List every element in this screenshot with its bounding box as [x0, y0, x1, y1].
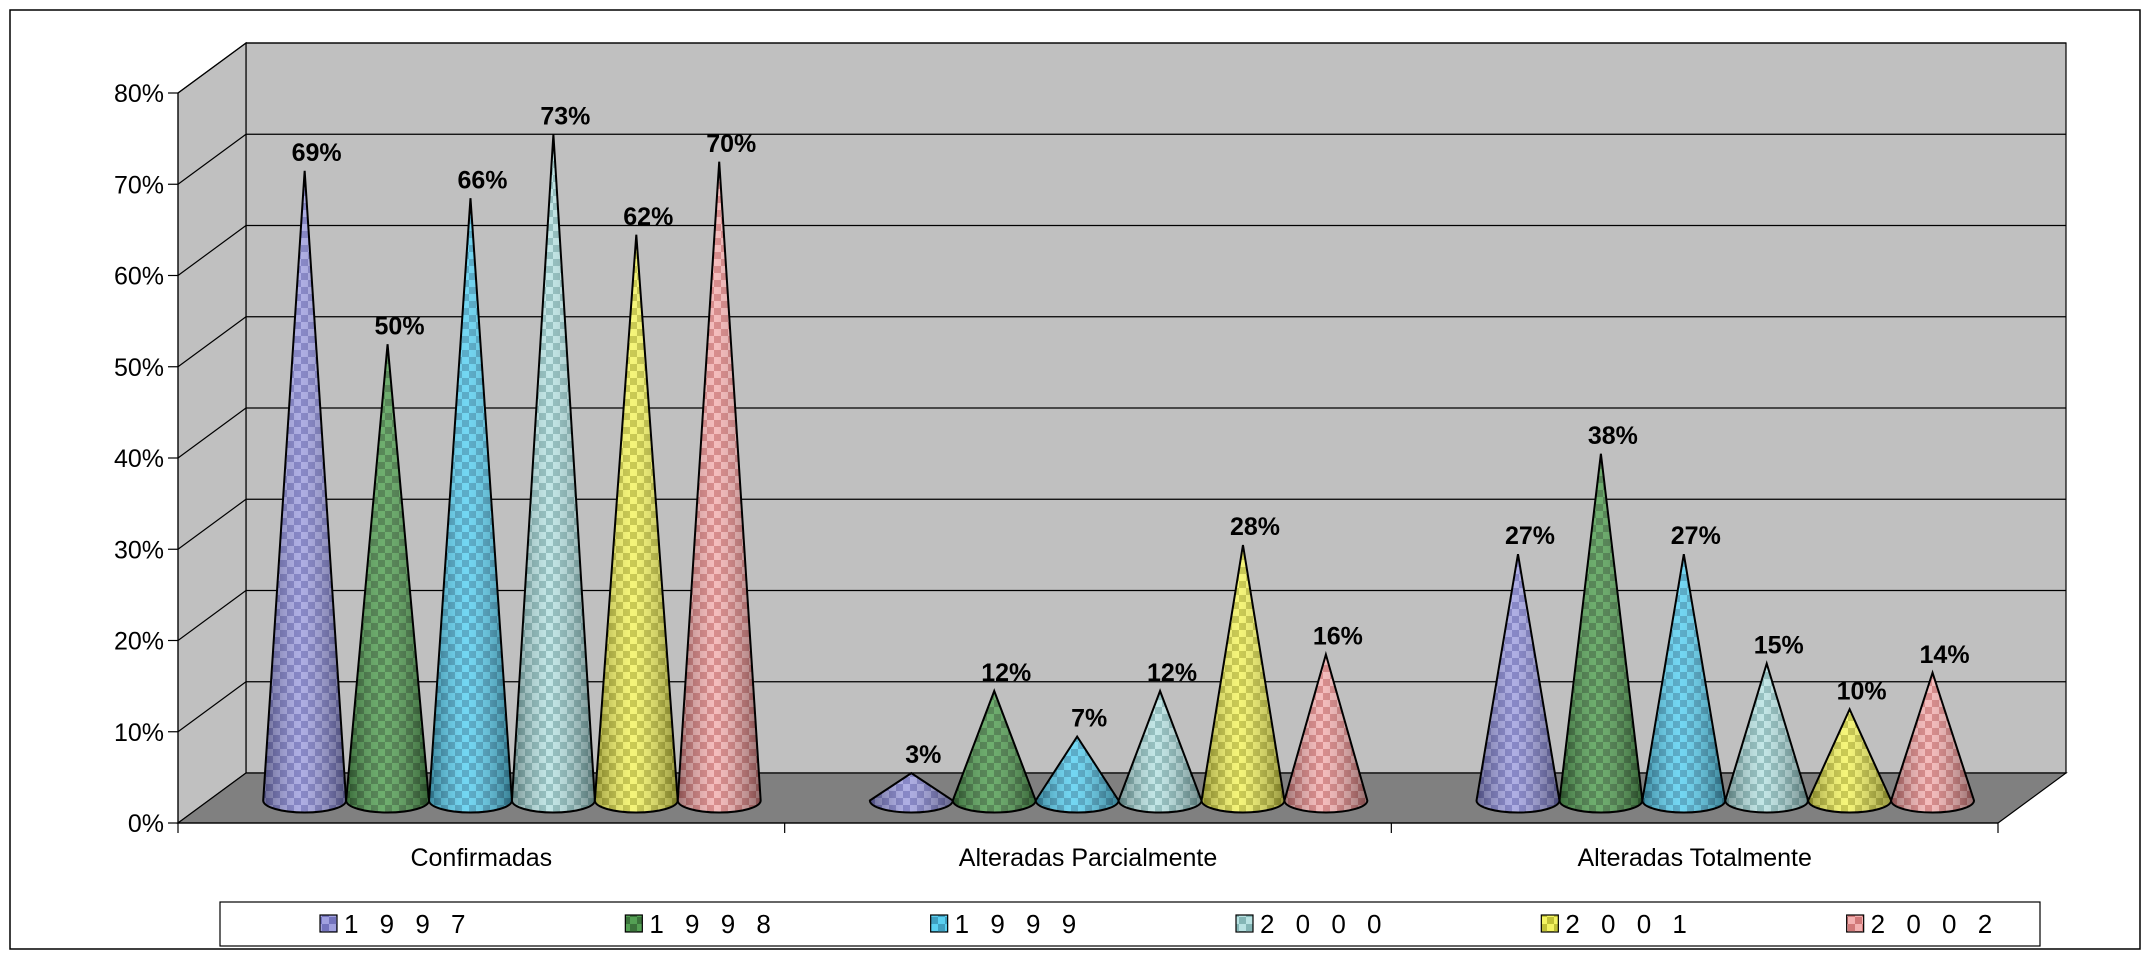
cone-0-2: [1475, 553, 1561, 814]
x-category-label: Alteradas Totalmente: [1577, 844, 1811, 872]
cone-5-0: [676, 161, 762, 814]
y-tick-label: 50%: [114, 354, 164, 382]
legend-box: [219, 901, 2041, 947]
legend-swatch: [1846, 914, 1865, 933]
y-tick-label: 30%: [114, 536, 164, 564]
legend-item: 2 0 0 0: [1235, 909, 1389, 939]
gridline-side: [177, 681, 247, 733]
cone-shade: [951, 688, 1037, 814]
cone-shade: [1641, 553, 1727, 814]
cone-shade: [1117, 688, 1203, 814]
cone-2-0: [428, 198, 513, 814]
data-label: 10%: [1837, 677, 1887, 705]
legend-swatch: [319, 914, 338, 933]
legend-item: 2 0 0 1: [1540, 909, 1694, 939]
y-tick-label: 0%: [128, 810, 164, 838]
legend-item: 1 9 9 7: [319, 909, 473, 939]
y-tick-label: 60%: [114, 263, 164, 291]
cone-shade: [676, 161, 762, 814]
data-label: 66%: [457, 166, 507, 194]
gridline-side: [177, 590, 247, 641]
cone-shade: [1283, 650, 1369, 814]
data-label: 27%: [1671, 522, 1721, 550]
legend-swatch: [1540, 914, 1559, 933]
data-label: 73%: [540, 102, 590, 130]
cone-shade: [868, 771, 954, 814]
gridline-side: [177, 42, 247, 94]
cone-shade: [1475, 553, 1561, 814]
legend-label: 2 0 0 0: [1260, 909, 1389, 939]
gridline-side: [177, 225, 247, 276]
cone-4-2: [1807, 706, 1893, 814]
legend-swatch: [624, 914, 643, 933]
legend: 1 9 9 7 1 9 9 8 1 9 9 9 2 0 0 0 2 0 0 1 2 0 0…: [219, 901, 2041, 947]
gridline-side: [177, 133, 247, 185]
cone-5-2: [1890, 669, 1976, 814]
y-axis: 0% 10% 20% 30% 40% 50% 60% 70% 80%: [114, 80, 179, 838]
data-label: 7%: [1071, 705, 1107, 733]
cone-shade: [510, 134, 596, 814]
cone-shade: [1724, 660, 1810, 814]
legend-swatch: [1235, 914, 1254, 933]
data-label: 70%: [706, 130, 756, 158]
legend-label: 1 9 9 9: [955, 909, 1084, 939]
cone-2-1: [1034, 734, 1120, 814]
legend-label: 1 9 9 7: [344, 909, 473, 939]
legend-item: 1 9 9 8: [624, 909, 778, 939]
x-axis: Confirmadas Alteradas Parcialmente Alterad…: [177, 822, 1999, 872]
gridline-side: [177, 316, 247, 368]
legend-label: 2 0 0 2: [1871, 909, 2000, 939]
cone-1-0: [345, 344, 431, 814]
cone-0-0: [262, 170, 348, 814]
data-label: 14%: [1920, 641, 1970, 669]
data-label: 12%: [981, 659, 1031, 687]
data-label: 27%: [1505, 522, 1555, 550]
legend-item: 1 9 9 9: [930, 909, 1084, 939]
legend-label: 2 0 0 1: [1565, 909, 1694, 939]
cone-3-1: [1117, 688, 1203, 814]
cone-4-0: [593, 234, 679, 814]
data-labels: 69% 50% 66% 73% 62% 70% 3% 12% 7% 12% 28% 16% 27% 38%…: [292, 102, 1970, 769]
cone-4-1: [1200, 544, 1286, 814]
data-label: 16%: [1313, 623, 1363, 651]
data-label: 69%: [292, 139, 342, 167]
cone-5-1: [1283, 650, 1369, 814]
cone-shade: [1558, 453, 1644, 814]
cone-2-2: [1641, 553, 1727, 814]
x-category-label: Alteradas Parcialmente: [959, 844, 1217, 872]
cone-shade: [1200, 544, 1286, 814]
gridline-side: [177, 407, 247, 459]
data-label: 62%: [623, 203, 673, 231]
cone-3-2: [1724, 660, 1810, 814]
legend-swatch: [930, 914, 949, 933]
gridline-side: [177, 498, 247, 550]
cone-shade: [1034, 734, 1120, 814]
legend-item: 2 0 0 2: [1846, 909, 2000, 939]
data-label: 28%: [1230, 513, 1280, 541]
x-category-label: Confirmadas: [410, 844, 552, 872]
y-tick-label: 80%: [114, 80, 164, 108]
cone-series: [262, 134, 1976, 814]
cone-shade: [345, 344, 431, 814]
cone-shade: [428, 198, 513, 814]
y-tick-label: 20%: [114, 628, 164, 656]
cone-0-1: [868, 771, 954, 814]
cone-shade: [1890, 669, 1976, 814]
data-label: 50%: [375, 312, 425, 340]
data-label: 38%: [1588, 422, 1638, 450]
data-label: 3%: [905, 741, 941, 769]
cone-shade: [1807, 706, 1893, 814]
cone-1-1: [951, 688, 1037, 814]
cone-3-0: [510, 134, 596, 814]
cone-shade: [262, 170, 348, 814]
data-label: 12%: [1147, 659, 1197, 687]
cone-shade: [593, 234, 679, 814]
y-tick-label: 70%: [114, 171, 164, 199]
data-label: 15%: [1754, 632, 1804, 660]
legend-label: 1 9 9 8: [649, 909, 778, 939]
cone-1-2: [1558, 453, 1644, 814]
y-tick-label: 10%: [114, 719, 164, 747]
y-tick-label: 40%: [114, 445, 164, 473]
